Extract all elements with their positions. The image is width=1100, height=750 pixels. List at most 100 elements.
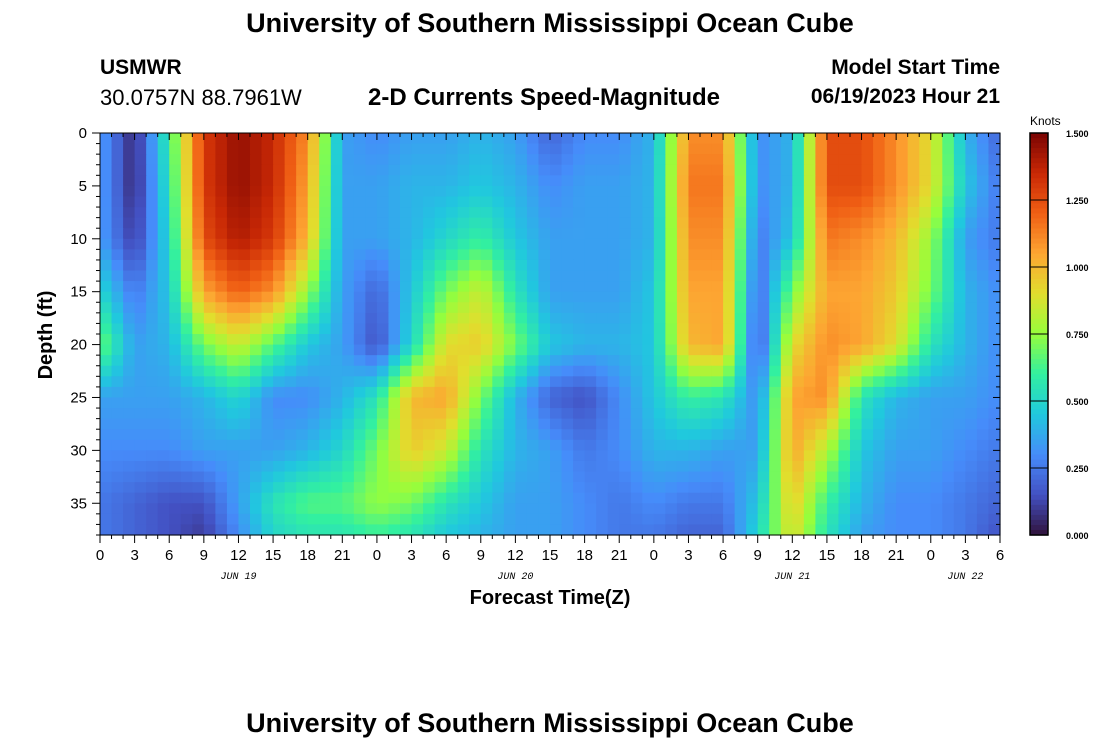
heatmap-cell (930, 238, 943, 250)
heatmap-cell (584, 524, 597, 536)
heatmap-cell (573, 281, 586, 293)
heatmap-cell (942, 238, 955, 250)
heatmap-cell (965, 513, 978, 526)
heatmap-cell (850, 482, 863, 494)
heatmap-cell (757, 207, 770, 219)
heatmap-cell (446, 175, 459, 187)
heatmap-cell (873, 249, 886, 261)
heatmap-cell (434, 513, 447, 526)
heatmap-cell (226, 492, 240, 504)
heatmap-cell (480, 471, 493, 483)
heatmap-cell (146, 397, 159, 409)
heatmap-cell (653, 397, 666, 409)
heatmap-cell (976, 365, 990, 377)
heatmap-cell (342, 164, 355, 176)
heatmap-cell (919, 355, 932, 367)
heatmap-cell (365, 249, 378, 261)
heatmap-cell (342, 281, 355, 293)
heatmap-cell (550, 397, 563, 409)
heatmap-cell (688, 344, 701, 356)
heatmap-cell (723, 281, 736, 293)
heatmap-cell (307, 503, 320, 515)
heatmap-cell (503, 207, 516, 219)
heatmap-cell (907, 217, 920, 229)
heatmap-cell (976, 154, 990, 166)
heatmap-cell (584, 323, 597, 335)
colorbar-swatch (1030, 288, 1048, 295)
x-tick-label: 6 (442, 547, 450, 564)
heatmap-cell (642, 460, 655, 473)
heatmap-cell (826, 302, 840, 314)
heatmap-cell (100, 291, 113, 303)
heatmap-cell (180, 386, 193, 399)
heatmap-cell (873, 291, 886, 303)
heatmap-cell (261, 312, 274, 325)
heatmap-cell (480, 228, 493, 240)
heatmap-cell (792, 238, 805, 250)
heatmap-cell (261, 344, 274, 356)
heatmap-cell (169, 460, 182, 473)
heatmap-cell (896, 397, 909, 409)
heatmap-cell (480, 492, 493, 504)
heatmap-cell (353, 143, 366, 155)
heatmap-cell (965, 503, 978, 515)
heatmap-cell (538, 397, 551, 409)
heatmap-cell (942, 323, 955, 335)
heatmap-cell (896, 355, 909, 367)
heatmap-cell (815, 133, 828, 145)
heatmap-cell (526, 397, 540, 409)
heatmap-cell (653, 524, 666, 536)
heatmap-cell (319, 429, 332, 441)
heatmap-cell (330, 355, 343, 367)
heatmap-cell (584, 302, 597, 314)
heatmap-cell (157, 302, 170, 314)
heatmap-cell (376, 503, 390, 515)
heatmap-cell (746, 492, 759, 504)
heatmap-cell (480, 365, 493, 377)
heatmap-cell (826, 154, 840, 166)
heatmap-cell (250, 513, 263, 526)
heatmap-cell (526, 524, 540, 536)
heatmap-cell (838, 460, 851, 473)
heatmap-cell (838, 270, 851, 282)
heatmap-cell (884, 524, 897, 536)
heatmap-cell (157, 482, 170, 494)
heatmap-cell (157, 133, 170, 145)
heatmap-cell (642, 312, 655, 325)
heatmap-cell (146, 450, 159, 462)
heatmap-cell (100, 185, 113, 198)
heatmap-cell (353, 439, 366, 451)
heatmap-cell (942, 471, 955, 483)
heatmap-cell (261, 175, 274, 187)
heatmap-cell (561, 217, 574, 229)
heatmap-cell (515, 386, 528, 399)
heatmap-cell (273, 397, 286, 409)
heatmap-cell (850, 450, 863, 462)
heatmap-cell (342, 270, 355, 282)
heatmap-cell (492, 154, 505, 166)
heatmap-cell (157, 154, 170, 166)
heatmap-cell (584, 334, 597, 346)
heatmap-cell (319, 270, 332, 282)
heatmap-cell (423, 164, 436, 176)
heatmap-cell (273, 513, 286, 526)
heatmap-cell (538, 418, 551, 430)
heatmap-cell (861, 355, 874, 367)
heatmap-cell (584, 217, 597, 229)
heatmap-cell (976, 460, 990, 473)
heatmap-cell (457, 249, 470, 261)
heatmap-cell (826, 249, 840, 261)
heatmap-cell (884, 439, 897, 451)
heatmap-cell (942, 408, 955, 420)
heatmap-cell (653, 334, 666, 346)
heatmap-cell (503, 418, 516, 430)
heatmap-cell (861, 207, 874, 219)
heatmap-cell (769, 397, 782, 409)
heatmap-cell (526, 503, 540, 515)
heatmap-cell (376, 439, 390, 451)
heatmap-cell (976, 344, 990, 356)
heatmap-cell (480, 312, 493, 325)
heatmap-cell (907, 312, 920, 325)
heatmap-cell (838, 143, 851, 155)
heatmap-cell (330, 323, 343, 335)
